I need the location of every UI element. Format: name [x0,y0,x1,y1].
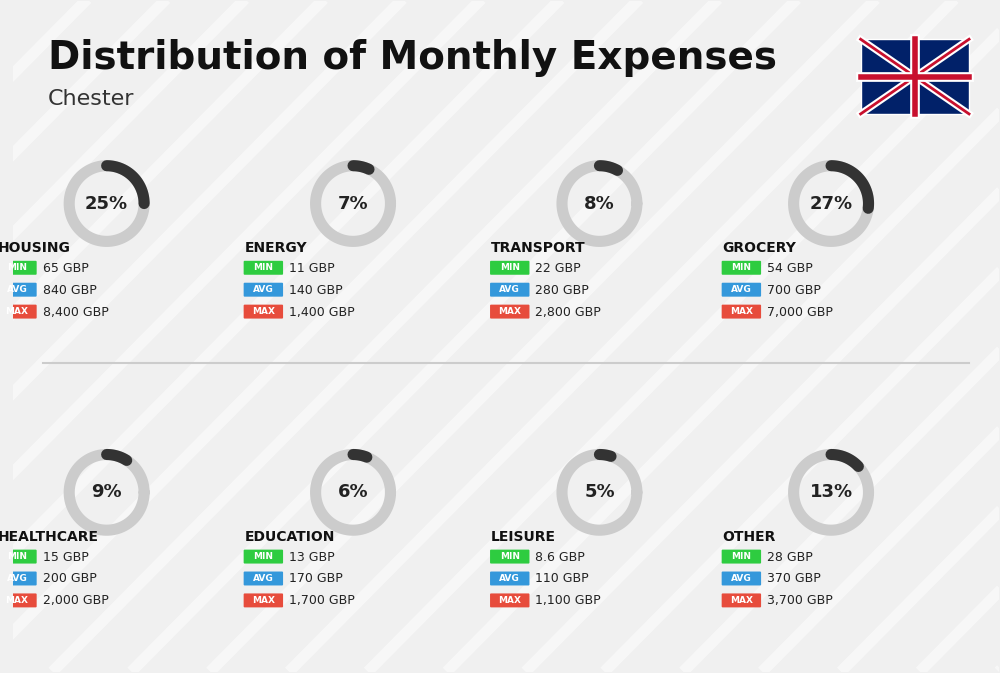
Text: AVG: AVG [7,574,27,583]
Text: 1,400 GBP: 1,400 GBP [289,306,355,318]
FancyBboxPatch shape [0,261,37,275]
Text: MAX: MAX [730,307,753,316]
Text: AVG: AVG [731,285,752,294]
Text: 11 GBP: 11 GBP [289,262,335,275]
Text: 1,700 GBP: 1,700 GBP [289,594,355,608]
FancyBboxPatch shape [0,571,37,586]
FancyBboxPatch shape [244,571,283,586]
Text: 28 GBP: 28 GBP [767,551,813,563]
Text: AVG: AVG [253,574,274,583]
Text: 3,700 GBP: 3,700 GBP [767,594,833,608]
FancyBboxPatch shape [0,550,37,563]
Text: MAX: MAX [5,596,28,605]
Text: 200 GBP: 200 GBP [43,573,96,586]
Text: TRANSPORT: TRANSPORT [491,242,586,255]
FancyBboxPatch shape [722,283,761,297]
Text: LEISURE: LEISURE [491,530,556,544]
Text: 13%: 13% [809,483,853,501]
Text: 7%: 7% [338,194,368,213]
Text: GROCERY: GROCERY [723,242,797,255]
Text: 1,100 GBP: 1,100 GBP [535,594,601,608]
FancyBboxPatch shape [722,550,761,563]
FancyBboxPatch shape [490,594,529,607]
Text: MAX: MAX [252,596,275,605]
FancyBboxPatch shape [722,305,761,318]
FancyBboxPatch shape [244,594,283,607]
Text: ENERGY: ENERGY [245,242,307,255]
Text: 110 GBP: 110 GBP [535,573,589,586]
Text: MAX: MAX [252,307,275,316]
FancyBboxPatch shape [244,305,283,318]
Text: MIN: MIN [500,552,520,561]
Text: MIN: MIN [731,263,751,273]
Text: MAX: MAX [498,596,521,605]
Text: MIN: MIN [500,263,520,273]
Text: 8.6 GBP: 8.6 GBP [535,551,585,563]
FancyBboxPatch shape [722,261,761,275]
Text: 13 GBP: 13 GBP [289,551,335,563]
Text: AVG: AVG [731,574,752,583]
Text: 170 GBP: 170 GBP [289,573,343,586]
Text: Distribution of Monthly Expenses: Distribution of Monthly Expenses [48,39,777,77]
Text: 2,800 GBP: 2,800 GBP [535,306,601,318]
Text: AVG: AVG [7,285,27,294]
FancyBboxPatch shape [490,305,529,318]
Text: 5%: 5% [584,483,615,501]
FancyBboxPatch shape [490,550,529,563]
Text: MAX: MAX [498,307,521,316]
Text: HOUSING: HOUSING [0,242,71,255]
FancyBboxPatch shape [244,283,283,297]
FancyBboxPatch shape [244,550,283,563]
Text: MIN: MIN [253,552,273,561]
Text: 8,400 GBP: 8,400 GBP [43,306,108,318]
Text: 54 GBP: 54 GBP [767,262,813,275]
FancyBboxPatch shape [490,261,529,275]
FancyBboxPatch shape [490,571,529,586]
Text: 8%: 8% [584,194,615,213]
FancyBboxPatch shape [0,594,37,607]
Text: 65 GBP: 65 GBP [43,262,88,275]
FancyBboxPatch shape [0,305,37,318]
FancyBboxPatch shape [861,39,969,114]
Text: 2,000 GBP: 2,000 GBP [43,594,108,608]
Text: 6%: 6% [338,483,368,501]
Text: 140 GBP: 140 GBP [289,284,343,297]
Text: HEALTHCARE: HEALTHCARE [0,530,99,544]
Text: 9%: 9% [91,483,122,501]
FancyBboxPatch shape [0,283,37,297]
FancyBboxPatch shape [490,283,529,297]
Text: OTHER: OTHER [723,530,776,544]
Text: Chester: Chester [48,89,134,109]
Text: MIN: MIN [7,552,27,561]
Text: 27%: 27% [809,194,853,213]
FancyBboxPatch shape [722,594,761,607]
Text: AVG: AVG [499,574,520,583]
Text: EDUCATION: EDUCATION [245,530,335,544]
Text: 22 GBP: 22 GBP [535,262,581,275]
Text: AVG: AVG [499,285,520,294]
Text: MAX: MAX [730,596,753,605]
FancyBboxPatch shape [722,571,761,586]
Text: 840 GBP: 840 GBP [43,284,96,297]
Text: MAX: MAX [5,307,28,316]
Text: 700 GBP: 700 GBP [767,284,821,297]
Text: 280 GBP: 280 GBP [535,284,589,297]
Text: MIN: MIN [253,263,273,273]
Text: 7,000 GBP: 7,000 GBP [767,306,833,318]
Text: 15 GBP: 15 GBP [43,551,88,563]
Text: 25%: 25% [85,194,128,213]
Text: AVG: AVG [253,285,274,294]
FancyBboxPatch shape [244,261,283,275]
Text: MIN: MIN [7,263,27,273]
Text: MIN: MIN [731,552,751,561]
Text: 370 GBP: 370 GBP [767,573,821,586]
